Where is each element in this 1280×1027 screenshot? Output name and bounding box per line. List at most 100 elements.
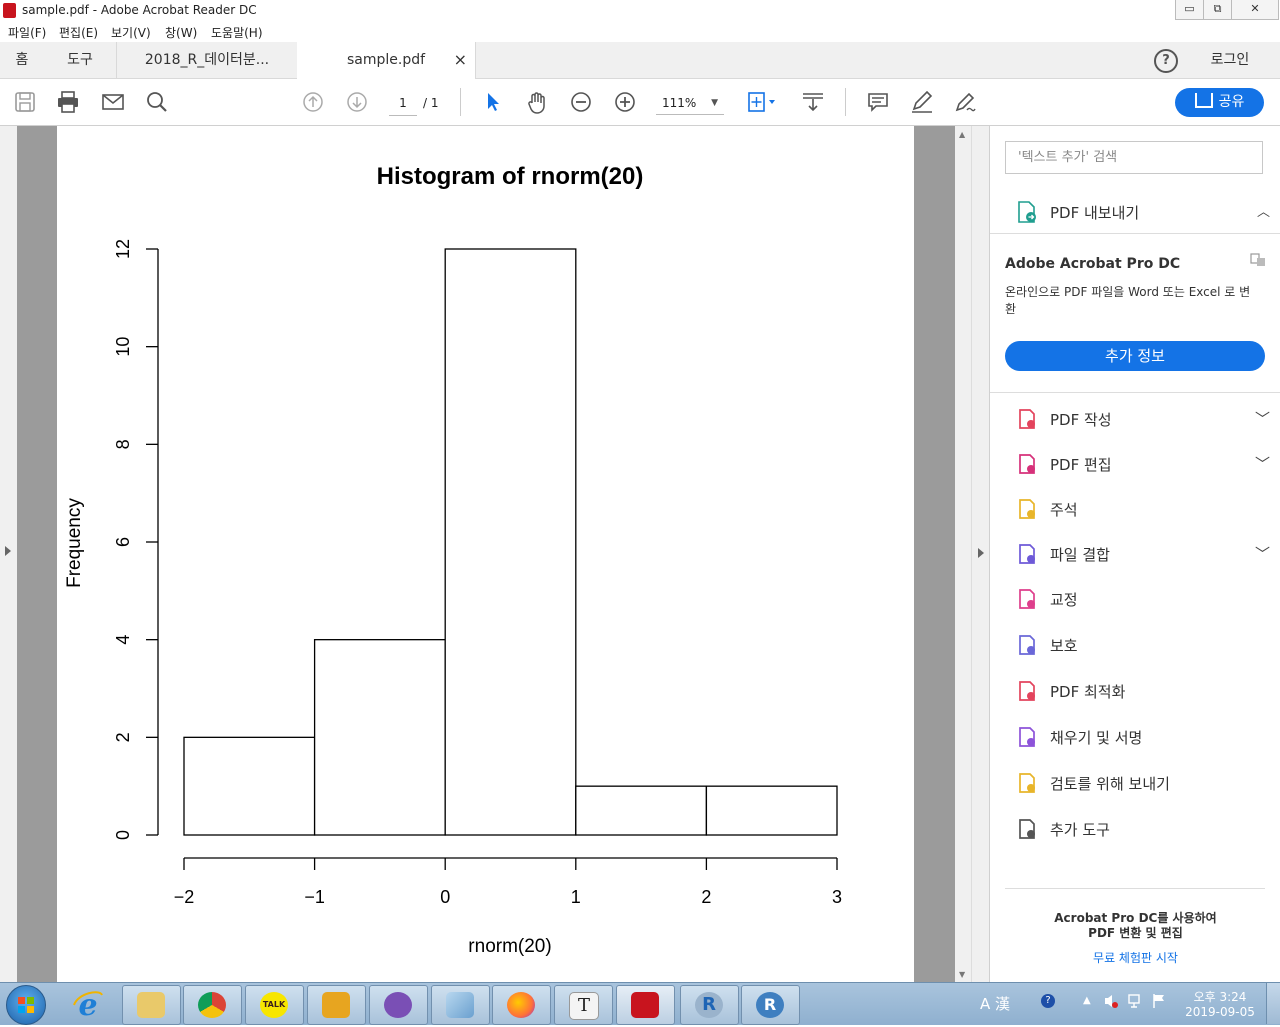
fill-sign-icon bbox=[1016, 726, 1038, 748]
menu-view[interactable]: 보기(V) bbox=[111, 26, 151, 40]
tab-document-1[interactable]: 2018_R_데이터분... bbox=[117, 42, 298, 78]
close-button[interactable]: ✕ bbox=[1231, 0, 1279, 20]
export-pdf-label: PDF 내보내기 bbox=[1050, 204, 1140, 222]
chevron-down-icon[interactable]: ﹀ bbox=[1254, 410, 1270, 428]
histogram-bar bbox=[575, 785, 708, 836]
tool-search-input[interactable]: '텍스트 추가' 검색 bbox=[1005, 141, 1263, 174]
taskbar-app5[interactable] bbox=[369, 985, 428, 1025]
previous-page-icon[interactable] bbox=[301, 91, 325, 113]
search-zoom-icon[interactable] bbox=[145, 91, 169, 113]
more-info-button[interactable]: 추가 정보 bbox=[1005, 341, 1265, 371]
menu-window[interactable]: 창(W) bbox=[165, 26, 198, 40]
tool-label: 추가 도구 bbox=[1050, 821, 1110, 839]
chevron-down-icon: ▼ bbox=[711, 98, 718, 108]
kakaotalk-icon: TALK bbox=[260, 992, 288, 1018]
acrobat-app-icon bbox=[3, 3, 16, 18]
tab-tools[interactable]: 도구 bbox=[44, 42, 117, 78]
taskbar-acrobat[interactable] bbox=[616, 985, 675, 1025]
y-tick-label: 2 bbox=[113, 732, 133, 742]
taskbar-explorer[interactable] bbox=[122, 985, 181, 1025]
help-tray-icon[interactable]: ? bbox=[1041, 994, 1055, 1008]
tool-more-tools[interactable]: 추가 도구 bbox=[1016, 816, 1266, 842]
save-icon[interactable] bbox=[13, 91, 37, 113]
zoom-level-select[interactable]: 111% ▼ bbox=[656, 91, 724, 115]
start-button[interactable] bbox=[6, 985, 46, 1025]
maximize-button[interactable]: ⧉ bbox=[1203, 0, 1232, 20]
chevron-down-icon[interactable]: ﹀ bbox=[1254, 545, 1270, 563]
menu-edit[interactable]: 편집(E) bbox=[59, 26, 99, 40]
tool-fill-sign[interactable]: 채우기 및 서명 bbox=[1016, 724, 1266, 750]
email-icon[interactable] bbox=[101, 91, 125, 113]
zoom-in-icon[interactable] bbox=[613, 91, 637, 113]
minimize-button[interactable]: ▭ bbox=[1175, 0, 1204, 20]
comment-icon[interactable] bbox=[866, 91, 890, 113]
y-tick-label: 0 bbox=[113, 830, 133, 840]
network-icon[interactable] bbox=[1128, 993, 1142, 1009]
page-number-input[interactable]: 1 bbox=[389, 91, 417, 116]
tab-home[interactable]: 홈 bbox=[15, 52, 29, 68]
tool-optimize-pdf[interactable]: PDF 최적화 bbox=[1016, 678, 1266, 704]
right-panel-toggle[interactable] bbox=[971, 126, 990, 982]
volume-muted-icon[interactable] bbox=[1104, 993, 1118, 1009]
taskbar-app6[interactable] bbox=[431, 985, 490, 1025]
chart-title: Histogram of rnorm(20) bbox=[377, 163, 644, 190]
export-pdf-header[interactable]: PDF 내보내기 ︿ bbox=[1016, 199, 1270, 225]
window-title: sample.pdf - Adobe Acrobat Reader DC bbox=[22, 3, 257, 17]
menu-file[interactable]: 파일(F) bbox=[8, 26, 47, 40]
promo-footer-line1: Acrobat Pro DC를 사용하여 bbox=[1054, 911, 1217, 925]
menu-help[interactable]: 도움말(H) bbox=[211, 26, 263, 40]
vertical-scrollbar[interactable]: ▲ ▼ bbox=[955, 126, 971, 982]
print-icon[interactable] bbox=[56, 91, 80, 113]
taskbar-app4[interactable] bbox=[307, 985, 366, 1025]
clock-date[interactable]: 2019-09-05 bbox=[1185, 1005, 1255, 1019]
internet-explorer-icon[interactable]: e bbox=[68, 987, 108, 1023]
x-tick-label: 1 bbox=[571, 887, 581, 907]
select-pointer-icon[interactable] bbox=[481, 91, 505, 113]
tool-create-pdf[interactable]: PDF 작성 ﹀ bbox=[1016, 406, 1270, 432]
free-trial-link[interactable]: 무료 체험판 시작 bbox=[1093, 951, 1178, 965]
tool-comment[interactable]: 주석 bbox=[1016, 496, 1266, 522]
help-icon[interactable]: ? bbox=[1154, 49, 1178, 73]
tab-bar: 홈 도구 2018_R_데이터분... sample.pdf × ? 로그인 bbox=[0, 42, 1280, 79]
tool-redact[interactable]: 교정 bbox=[1016, 586, 1266, 612]
ime-indicator[interactable]: A 漢 bbox=[980, 995, 1011, 1013]
tool-edit-pdf[interactable]: PDF 편집 ﹀ bbox=[1016, 451, 1270, 477]
acrobat-icon bbox=[631, 992, 659, 1018]
export-pdf-icon bbox=[1018, 201, 1036, 223]
tool-label: 교정 bbox=[1050, 591, 1078, 609]
fit-page-icon[interactable] bbox=[747, 91, 775, 113]
taskbar-rstudio[interactable]: R bbox=[680, 985, 739, 1025]
scroll-mode-icon[interactable] bbox=[801, 91, 825, 113]
taskbar-r[interactable]: R bbox=[741, 985, 800, 1025]
taskbar-kakaotalk[interactable]: TALK bbox=[245, 985, 304, 1025]
taskbar-typora[interactable]: T bbox=[554, 985, 613, 1025]
tool-combine-files[interactable]: 파일 결합 ﹀ bbox=[1016, 541, 1270, 567]
chevron-down-icon[interactable]: ﹀ bbox=[1254, 455, 1270, 473]
highlight-pen-icon[interactable] bbox=[910, 90, 934, 113]
pdf-page[interactable]: Histogram of rnorm(20) Frequency rnorm(2… bbox=[57, 126, 914, 982]
more-tools-icon bbox=[1016, 818, 1038, 840]
login-button[interactable]: 로그인 bbox=[1210, 52, 1250, 68]
hand-tool-icon[interactable] bbox=[525, 91, 549, 114]
tool-send-review[interactable]: 검토를 위해 보내기 bbox=[1016, 770, 1266, 796]
histogram-bar bbox=[313, 639, 446, 836]
tool-protect[interactable]: 보호 bbox=[1016, 632, 1266, 658]
left-panel-toggle[interactable] bbox=[0, 126, 18, 982]
tab-close-icon[interactable]: × bbox=[453, 50, 467, 69]
scroll-up-icon[interactable]: ▲ bbox=[959, 130, 966, 139]
scroll-down-icon[interactable]: ▼ bbox=[959, 970, 966, 979]
zoom-out-icon[interactable] bbox=[569, 91, 593, 113]
tools-pane: '텍스트 추가' 검색 PDF 내보내기 ︿ Adobe Acrobat Pro… bbox=[989, 126, 1280, 982]
next-page-icon[interactable] bbox=[345, 91, 369, 113]
sign-icon[interactable] bbox=[954, 91, 978, 113]
taskbar-firefox[interactable] bbox=[492, 985, 551, 1025]
action-center-flag-icon[interactable] bbox=[1152, 993, 1166, 1009]
tray-expand-icon[interactable]: ▲ bbox=[1083, 995, 1091, 1006]
taskbar-chrome[interactable] bbox=[183, 985, 242, 1025]
clock-time[interactable]: 오후 3:24 bbox=[1193, 990, 1247, 1004]
tab-document-sample[interactable]: sample.pdf × bbox=[297, 42, 476, 79]
share-button[interactable]: 공유 bbox=[1175, 88, 1264, 117]
edit-pdf-icon bbox=[1016, 453, 1038, 475]
show-desktop-button[interactable] bbox=[1266, 983, 1280, 1024]
chevron-up-icon[interactable]: ︿ bbox=[1256, 205, 1270, 220]
